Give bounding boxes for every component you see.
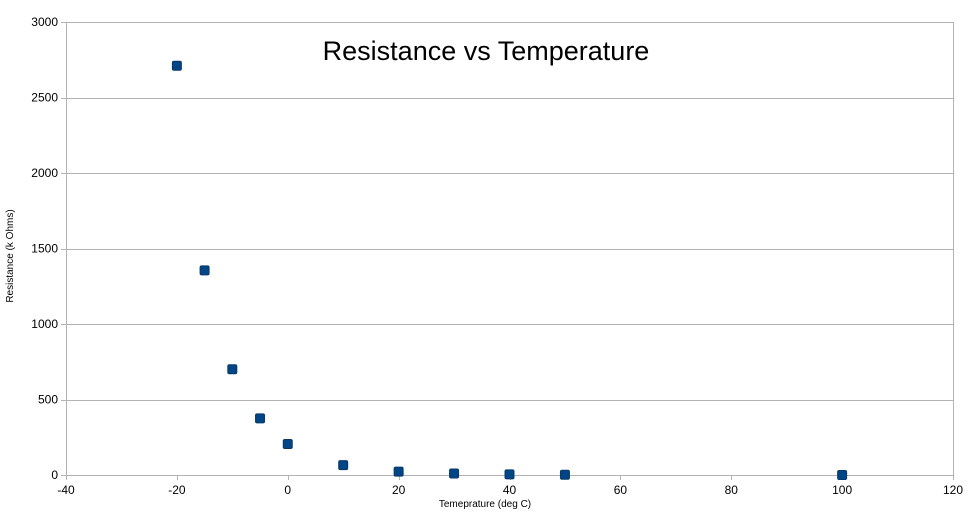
y-tick-label: 500 (38, 393, 58, 407)
data-points (171, 60, 848, 480)
data-point (559, 469, 570, 480)
y-axis-title: Resistance (k Ohms) (5, 209, 16, 302)
x-tick-label: 20 (392, 483, 406, 497)
data-point (449, 468, 460, 479)
data-point (199, 265, 210, 276)
x-tick-label: 100 (832, 483, 852, 497)
x-tick-label: 40 (503, 483, 517, 497)
data-point (255, 413, 266, 424)
x-tick-label: 120 (943, 483, 963, 497)
y-tick-label: 2000 (31, 166, 58, 180)
y-tick-label: 2500 (31, 91, 58, 105)
axes (61, 22, 954, 480)
data-point (393, 466, 404, 477)
x-tick-label: 0 (284, 483, 291, 497)
data-point (282, 439, 293, 450)
y-tick-label: 3000 (31, 15, 58, 29)
gridlines (66, 22, 953, 401)
y-tick-label: 1000 (31, 317, 58, 331)
data-point (171, 60, 182, 71)
x-axis-title: Temeprature (deg C) (439, 499, 531, 510)
x-tick-label: 60 (614, 483, 628, 497)
x-tick-label: 80 (725, 483, 739, 497)
y-tick-label: 0 (51, 468, 58, 482)
data-point (504, 469, 515, 480)
x-tick-label: -40 (57, 483, 75, 497)
x-tick-label: -20 (168, 483, 186, 497)
y-tick-label: 1500 (31, 242, 58, 256)
data-point (338, 460, 349, 471)
data-point (837, 470, 848, 480)
tick-labels: 0 500 1000 1500 2000 2500 3000 -40 -20 0 20 40 60 80 1… (31, 15, 963, 497)
chart-title: Resistance vs Temperature (323, 36, 650, 66)
data-point (227, 364, 238, 375)
